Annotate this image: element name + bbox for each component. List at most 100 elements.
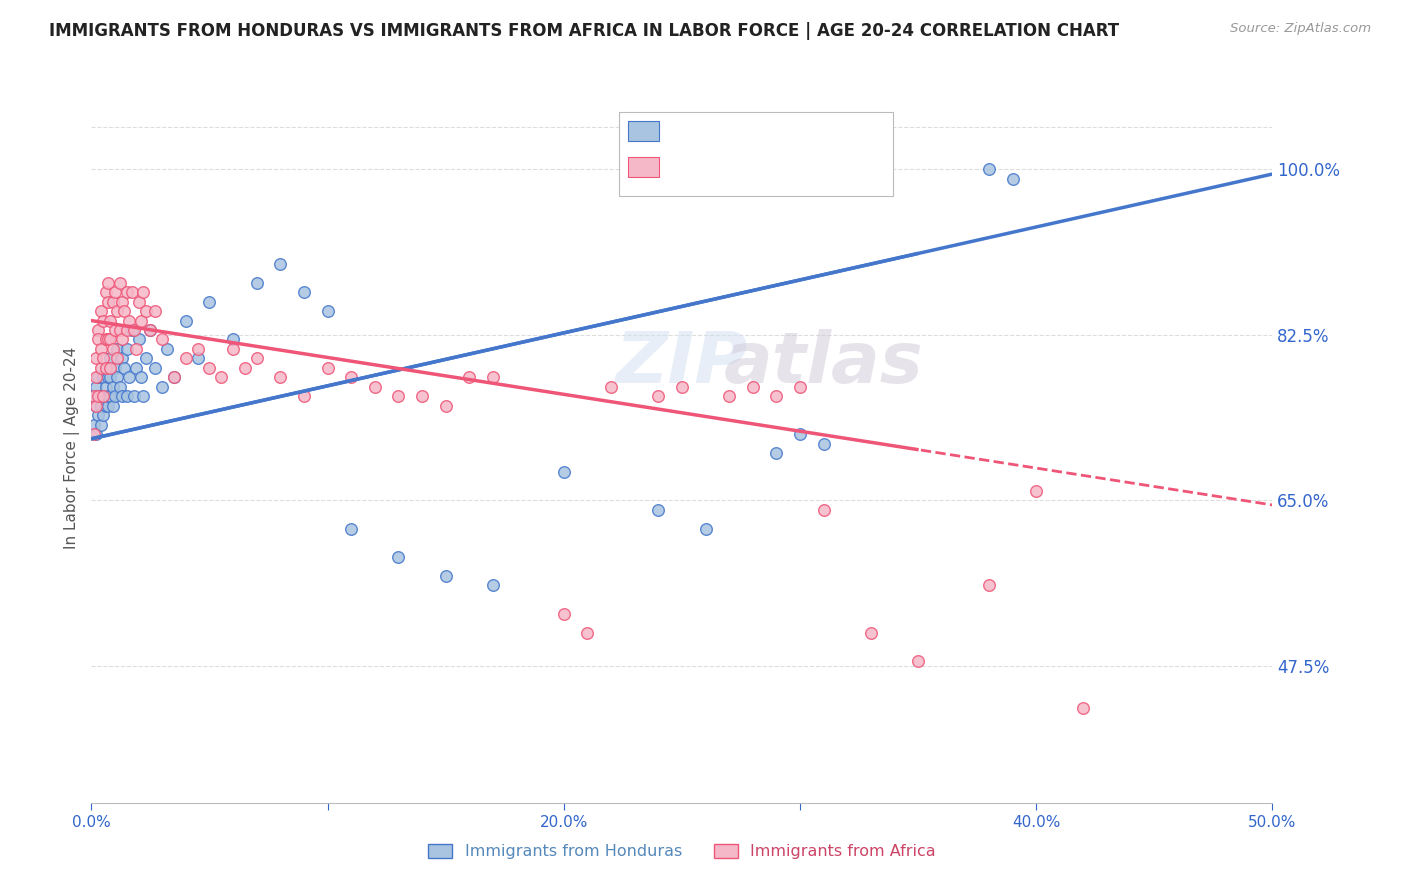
Point (150, 380, 173, 394)
Point (316, 304, 339, 318)
Point (434, 399, 457, 413)
Point (125, 360, 148, 375)
Point (813, 502, 835, 516)
Point (87, 370, 110, 384)
Point (316, 360, 339, 375)
Text: ZIP: ZIP (616, 328, 748, 398)
Point (246, 276, 269, 290)
Point (98, 351, 121, 366)
Point (98, 389, 121, 403)
Point (84, 427, 107, 442)
Point (198, 360, 221, 375)
Point (91, 389, 114, 403)
Point (101, 380, 124, 394)
Point (83, 427, 105, 442)
Point (411, 389, 433, 403)
Point (156, 342, 179, 356)
Point (115, 285, 138, 300)
Point (111, 294, 134, 309)
Text: R = -0.262   N = 79: R = -0.262 N = 79 (666, 156, 873, 174)
Point (97, 333, 120, 347)
Point (97, 276, 120, 290)
Point (97, 399, 120, 413)
Point (90, 417, 112, 432)
Point (97, 370, 120, 384)
Point (94, 360, 117, 375)
Point (209, 370, 232, 384)
Point (765, 389, 787, 403)
Point (115, 342, 138, 356)
Point (98, 370, 121, 384)
Y-axis label: In Labor Force | Age 20-24: In Labor Force | Age 20-24 (65, 347, 80, 549)
Point (94, 380, 117, 394)
Point (90, 342, 112, 356)
Point (671, 380, 693, 394)
Point (387, 549, 409, 564)
Point (125, 342, 148, 356)
Point (340, 370, 363, 384)
Point (91, 389, 114, 403)
Point (121, 285, 143, 300)
Point (789, 427, 811, 442)
Text: R =  0.406   N = 68: R = 0.406 N = 68 (666, 120, 873, 138)
Point (292, 389, 315, 403)
Point (859, 625, 882, 640)
Point (104, 285, 127, 300)
Point (647, 389, 669, 403)
Point (695, 522, 717, 536)
Point (135, 304, 157, 318)
Point (98, 360, 121, 375)
Point (104, 389, 127, 403)
Point (114, 304, 136, 318)
Text: IMMIGRANTS FROM HONDURAS VS IMMIGRANTS FROM AFRICA IN LABOR FORCE | AGE 20-24 CO: IMMIGRANTS FROM HONDURAS VS IMMIGRANTS F… (49, 22, 1119, 40)
Text: atlas: atlas (724, 328, 924, 398)
Point (765, 446, 787, 460)
Point (132, 389, 155, 403)
Point (187, 351, 209, 366)
Point (91, 370, 114, 384)
Point (246, 351, 269, 366)
Legend: Immigrants from Honduras, Immigrants from Africa: Immigrants from Honduras, Immigrants fro… (422, 838, 942, 866)
Point (90, 389, 112, 403)
Point (84, 351, 107, 366)
Point (129, 313, 152, 327)
Point (104, 323, 127, 337)
Point (132, 285, 155, 300)
Point (87, 389, 110, 403)
Point (115, 389, 138, 403)
Point (789, 380, 811, 394)
Point (114, 360, 136, 375)
Point (977, 162, 1000, 177)
Point (122, 323, 145, 337)
Point (105, 370, 128, 384)
Point (813, 436, 835, 450)
Point (553, 607, 575, 621)
Point (94, 333, 117, 347)
Point (907, 654, 929, 668)
Point (118, 370, 141, 384)
Point (387, 389, 409, 403)
Point (90, 360, 112, 375)
Point (90, 399, 112, 413)
Point (718, 389, 741, 403)
Point (222, 333, 245, 347)
Point (977, 578, 1000, 592)
Point (84, 380, 107, 394)
Point (600, 380, 623, 394)
Point (87, 389, 110, 403)
Point (482, 578, 505, 592)
Point (553, 465, 575, 479)
Point (364, 380, 387, 394)
Point (222, 342, 245, 356)
Point (84, 399, 107, 413)
Point (741, 380, 763, 394)
Point (87, 333, 110, 347)
Point (118, 313, 141, 327)
Point (105, 342, 128, 356)
Point (101, 399, 124, 413)
Point (1073, 701, 1095, 715)
Point (108, 380, 131, 394)
Point (108, 276, 131, 290)
Point (139, 323, 162, 337)
Point (101, 294, 124, 309)
